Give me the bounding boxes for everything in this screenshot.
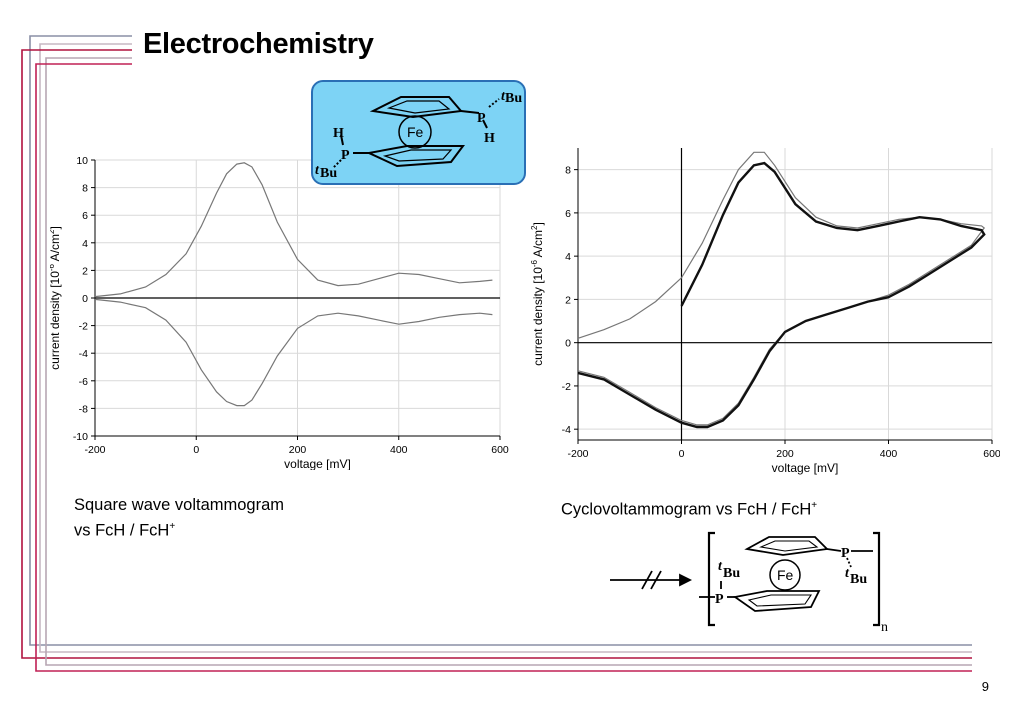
y-axis-label: current density [10-6 A/cm2] [50,226,62,370]
left-bracket [707,531,715,627]
y-tick-label: -8 [79,403,88,415]
x-axis-label: voltage [mV] [772,461,839,475]
polymer-molecule: Fe P t Bu t Bu P n [610,531,888,635]
frame-line-5 [35,63,972,672]
x-tick-label: -200 [84,444,105,456]
x-tick-label: 400 [390,444,408,456]
series-line-2 [94,298,493,407]
frame-line-3 [21,49,972,659]
x-axis-label: voltage [mV] [284,457,351,470]
caption-square-wave-line1: Square wave voltammogram [74,496,285,514]
y-tick-label: -2 [79,321,88,333]
x-tick-label: -200 [567,448,588,460]
caption-cyclovoltammogram-text: Cyclovoltammogram vs FcH / FcH [561,500,812,519]
series-line-2 [577,161,986,429]
y-tick-label: 0 [82,293,88,305]
square-wave-chart: -10 -8 -6 -4 -2 0 2 4 6 8 10 -200 0 200 400 600 voltage … [50,155,509,470]
y-tick-label: 8 [82,183,88,195]
h-label-right: H [484,131,495,146]
polymer-tbu-left: Bu [723,566,740,581]
tert-label-1: t [501,89,506,104]
tbu-label-right: Bu [505,91,522,106]
polymer-upper-cp [744,536,829,556]
caption-cyclovoltammogram: Cyclovoltammogram vs FcH / FcH+ [561,495,817,521]
polymer-n-subscript: n [881,620,888,635]
ferrocene-diphosphine-molecule: Fe P t Bu H H P t Bu [315,89,522,181]
cyclic-voltammogram-chart: -4 -2 0 2 4 6 8 -200 0 200 400 600 voltage [mV] curre… [530,148,1000,475]
series-line-1 [577,151,986,426]
lower-cp-ring [365,145,465,168]
y-tick-label: 0 [565,338,571,350]
x-tick-label: 600 [983,448,1000,460]
y-tick-label: 2 [82,265,88,277]
x-tick-label: 600 [491,444,509,456]
frame-line-2 [39,43,972,653]
caption-cyclovoltammogram-sup: + [811,500,818,511]
y-tick-label: -2 [562,381,571,393]
arrow-head [679,573,693,587]
upper-cp-ring [369,96,463,119]
polymer-p-left: P [715,592,724,607]
y-tick-label: 4 [565,251,571,263]
polymer-tbu-right: Bu [850,572,867,587]
x-tick-label: 200 [289,444,307,456]
x-tick-label: 200 [776,448,794,460]
y-tick-label: 10 [76,155,88,167]
y-tick-label: -6 [79,376,88,388]
polymer-fe-label: Fe [777,567,794,583]
iron-center [398,115,432,149]
h-label-left: H [333,126,344,141]
caption-square-wave-line2: vs FcH / FcH+ [74,516,284,542]
p-label-left: P [341,148,350,163]
fe-label: Fe [407,124,424,140]
series-line-1 [94,162,493,298]
page-number: 9 [981,679,989,694]
y-tick-label: -4 [562,424,571,436]
polymer-tert-1: t [845,566,850,581]
right-bracket [873,531,881,627]
frame-line-4 [45,57,972,666]
tbu-label-left: Bu [320,166,337,181]
y-tick-label: 8 [565,165,571,177]
caption-square-wave-line2-text: vs FcH / FcH [74,521,170,540]
y-tick-label: -10 [73,431,88,443]
y-tick-label: 4 [82,238,88,250]
tert-label-2: t [315,163,320,178]
y-tick-label: 2 [565,294,571,306]
x-tick-label: 0 [679,448,685,460]
caption-square-wave: Square wave voltammogram vs FcH / FcH+ [74,495,284,542]
polymer-tert-2: t [718,559,723,574]
y-tick-label: 6 [82,210,88,222]
y-tick-label: 6 [565,208,571,220]
polymer-lower-cp [732,590,821,612]
y-tick-label: -4 [79,348,88,360]
p-label-right: P [477,111,486,126]
frame-line-1 [29,35,972,646]
polymer-p-right: P [841,546,850,561]
y-axis-label: current density [10-6 A/cm2] [530,222,545,366]
x-tick-label: 400 [880,448,898,460]
caption-square-wave-sup: + [169,521,176,532]
polymer-iron-center [769,559,801,591]
slide-title: Electrochemistry [143,28,374,60]
x-tick-label: 0 [193,444,199,456]
